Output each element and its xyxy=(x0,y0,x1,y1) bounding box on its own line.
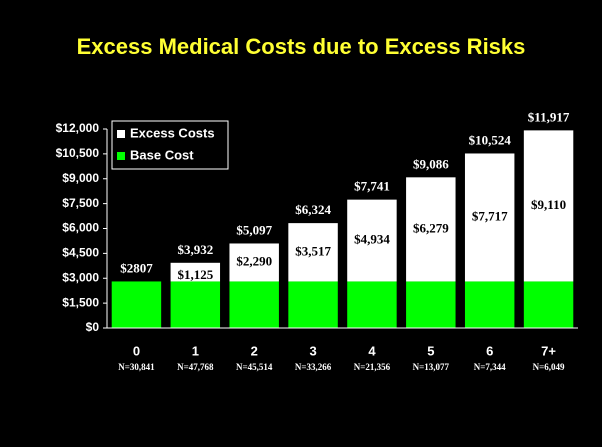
legend-label: Excess Costs xyxy=(130,125,215,140)
x-tick-label: 1 xyxy=(192,343,199,358)
y-tick-label: $3,000 xyxy=(62,270,99,284)
total-label: $11,917 xyxy=(528,109,570,124)
segment-label: $1,125 xyxy=(177,267,213,282)
bar-segment xyxy=(347,281,397,328)
y-tick-label: $9,000 xyxy=(62,171,99,185)
bar-segment xyxy=(111,281,162,328)
x-tick-label: 4 xyxy=(368,343,376,358)
total-label: $7,741 xyxy=(354,179,390,194)
total-label: $3,932 xyxy=(177,242,213,257)
sample-size: N=30,841 xyxy=(118,362,155,372)
sample-size: N=7,344 xyxy=(474,362,506,372)
bar-segment xyxy=(523,130,574,282)
legend-swatch xyxy=(117,152,125,160)
y-tick-label: $0 xyxy=(86,320,100,334)
segment-label: $4,934 xyxy=(354,232,390,247)
bar-segment xyxy=(523,281,574,328)
x-tick-label: 7+ xyxy=(541,343,556,358)
y-tick-label: $4,500 xyxy=(62,246,99,260)
legend-label: Base Cost xyxy=(130,147,194,162)
bar-segment xyxy=(347,199,397,282)
y-tick-label: $6,000 xyxy=(62,221,99,235)
bar-segment xyxy=(406,281,456,328)
legend-swatch xyxy=(117,130,125,138)
sample-size: N=13,077 xyxy=(413,362,450,372)
bar-segment xyxy=(170,281,221,328)
segment-label: $6,279 xyxy=(413,220,449,235)
total-label: $9,086 xyxy=(413,156,449,171)
bar-segment xyxy=(229,243,279,282)
bar-segment xyxy=(229,281,279,328)
bar-segment xyxy=(288,281,338,328)
sample-size: N=6,049 xyxy=(533,362,565,372)
sample-size: N=45,514 xyxy=(236,362,273,372)
segment-label: $2,290 xyxy=(236,253,272,268)
total-label: $2807 xyxy=(120,260,153,275)
chart-title: Excess Medical Costs due to Excess Risks xyxy=(77,34,526,59)
segment-label: $3,517 xyxy=(295,243,331,258)
x-tick-label: 6 xyxy=(486,343,493,358)
x-tick-label: 3 xyxy=(309,343,316,358)
y-tick-label: $1,500 xyxy=(62,295,99,309)
sample-size: N=33,266 xyxy=(295,362,332,372)
bar-segment xyxy=(170,262,221,282)
total-label: $10,524 xyxy=(469,132,512,147)
y-tick-label: $7,500 xyxy=(62,196,99,210)
total-label: $5,097 xyxy=(236,222,272,237)
bar-segment xyxy=(288,223,338,282)
total-label: $6,324 xyxy=(295,202,331,217)
x-tick-label: 2 xyxy=(251,343,258,358)
segment-label: $9,110 xyxy=(531,197,566,212)
bar-segment xyxy=(464,281,515,328)
sample-size: N=21,356 xyxy=(354,362,391,372)
bar-segment xyxy=(464,153,515,282)
sample-size: N=47,768 xyxy=(177,362,214,372)
x-tick-label: 0 xyxy=(133,343,140,358)
bar-segment xyxy=(406,177,456,282)
segment-label: $7,717 xyxy=(472,208,508,223)
y-tick-label: $10,500 xyxy=(56,146,100,160)
x-tick-label: 5 xyxy=(427,343,434,358)
legend-box xyxy=(111,120,229,170)
y-tick-label: $12,000 xyxy=(56,121,100,135)
